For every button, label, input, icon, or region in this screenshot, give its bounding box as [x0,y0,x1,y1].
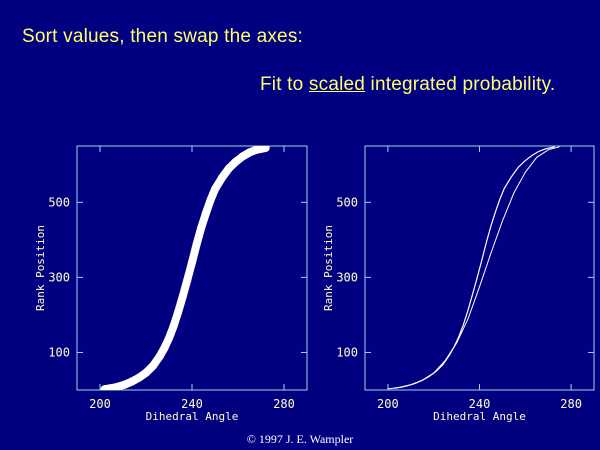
data-point [178,292,187,301]
data-point [188,258,196,267]
slide-heading: Sort values, then swap the axes: [22,26,303,47]
data-point [107,384,116,390]
y-axis-label: Rank Position [322,225,335,311]
x-axis-label: Dihedral Angle [433,410,526,423]
x-tick-label: 240 [469,397,491,411]
data-point [169,322,178,331]
data-point [245,148,254,157]
data-point [206,196,215,205]
y-axis-label: Rank Position [34,225,47,311]
x-tick-label: 200 [89,397,111,411]
fit-curve [387,146,560,390]
slide-subheading: Fit to scaled integrated probability. [260,74,555,96]
y-tick-label: 100 [336,345,358,359]
data-point [217,173,226,182]
x-tick-label: 240 [181,397,203,411]
data-point [211,185,219,194]
data-point [261,146,270,152]
data-point [183,275,192,284]
x-axis-label: Dihedral Angle [146,410,239,423]
y-tick-label: 300 [336,270,358,284]
data-point [160,343,169,352]
subheading-prefix: Fit to [260,74,309,95]
plot-area [100,146,270,390]
data-point [155,352,164,361]
data-point [135,373,144,382]
data-point [197,223,206,232]
data-point [128,377,137,386]
data-point [121,380,130,389]
y-tick-label: 300 [48,270,70,284]
data-point [165,334,173,343]
data-point [224,164,233,173]
data-curve [394,146,555,389]
data-point [252,146,261,154]
subheading-emphasis: scaled [308,74,366,95]
x-tick-label: 280 [560,397,582,411]
x-tick-label: 200 [377,397,399,411]
data-point [231,157,240,166]
y-tick-label: 500 [48,195,70,209]
data-point [114,382,123,390]
data-point [100,385,109,390]
data-point [192,240,201,249]
data-point [238,152,247,161]
data-point [148,361,157,370]
y-tick-label: 100 [48,345,70,359]
data-point [142,368,150,377]
copyright-notice: © 1997 J. E. Wampler [246,432,354,446]
data-point [201,209,210,218]
y-tick-label: 500 [336,195,358,209]
plot-area [387,146,560,390]
subheading-suffix: integrated probability. [365,74,556,95]
data-point [174,307,183,316]
x-tick-label: 280 [273,397,295,411]
